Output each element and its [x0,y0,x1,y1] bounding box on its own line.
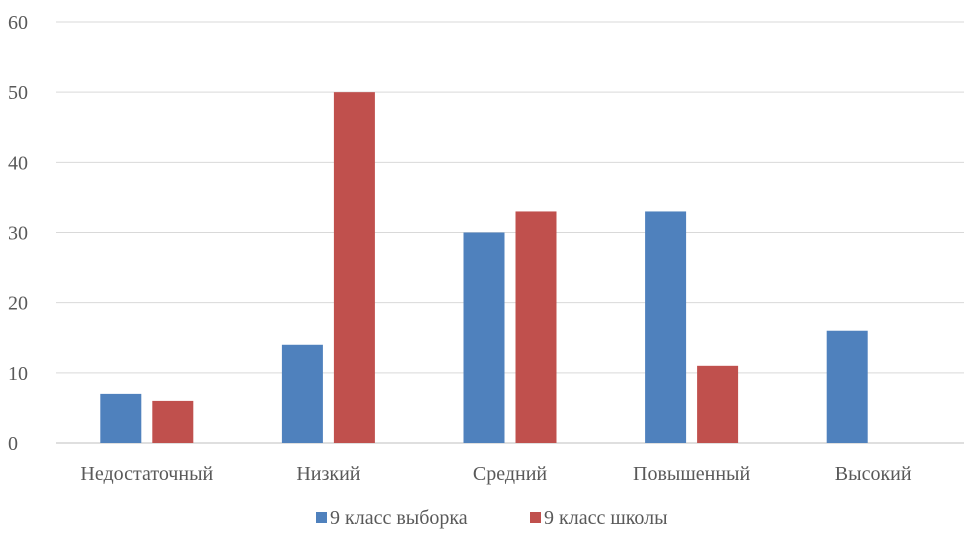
y-tick-label: 0 [8,433,18,455]
x-tick-label: Высокий [835,463,912,485]
legend-swatch [316,512,327,523]
bar [100,393,142,443]
x-tick-label: Низкий [296,463,360,485]
bar [697,365,739,443]
y-tick-label: 50 [8,82,28,104]
y-tick-label: 40 [8,152,28,174]
x-axis: Недостаточный Низкий Средний Повышенный Высо… [80,463,911,485]
bar [463,232,505,443]
bar [333,92,375,444]
y-axis: 0 10 20 30 40 50 60 [8,12,28,455]
bar [152,400,194,443]
bar [515,211,557,443]
legend: 9 класс выборка 9 класс школы [316,507,668,529]
legend-label: 9 класс выборка [330,507,468,529]
y-tick-label: 60 [8,12,28,34]
gridlines [56,21,964,444]
bar [826,330,868,443]
x-tick-label: Повышенный [633,463,750,485]
legend-swatch [530,512,541,523]
bar [281,344,323,443]
legend-label: 9 класс школы [544,507,668,529]
y-tick-label: 30 [8,223,28,245]
x-tick-label: Средний [473,463,548,485]
bar [645,211,687,443]
bars [100,92,868,444]
y-tick-label: 20 [8,293,28,315]
y-tick-label: 10 [8,363,28,385]
x-tick-label: Недостаточный [80,463,213,485]
